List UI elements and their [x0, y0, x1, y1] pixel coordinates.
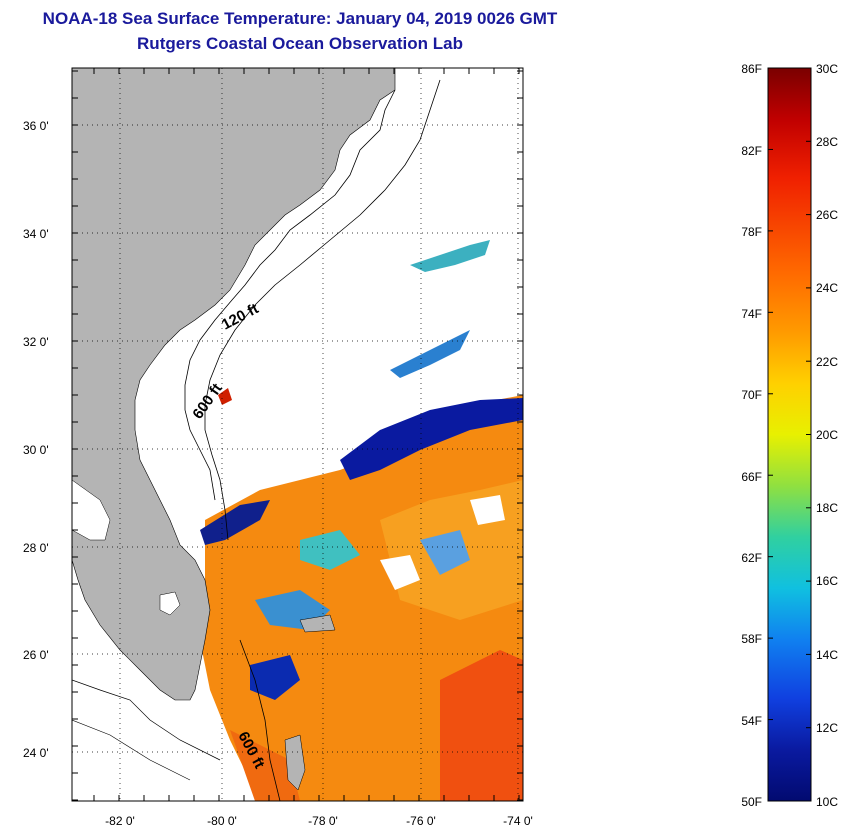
sst-cool-patch-2 [300, 530, 360, 570]
colorbar-ticks [768, 67, 811, 802]
colorbar [767, 67, 812, 802]
colorbar-f-label: 82F [741, 144, 762, 158]
axis-ticks [72, 68, 523, 801]
sst-cool-patch-3 [420, 530, 470, 575]
colorbar-c-label: 18C [816, 501, 838, 515]
lon-label: -80 0' [207, 814, 237, 828]
map-title: NOAA-18 Sea Surface Temperature: January… [42, 9, 558, 28]
colorbar-f-label: 54F [741, 714, 762, 728]
colorbar-c-label: 24C [816, 281, 838, 295]
contour-600ft [204, 79, 441, 541]
contour-keys-2 [72, 719, 191, 781]
sst-hot-region-2 [230, 730, 300, 801]
colorbar-c-label: 14C [816, 648, 838, 662]
contour-keys [72, 679, 221, 761]
sst-cold-patch-2 [250, 655, 300, 700]
colorbar-f-label: 58F [741, 632, 762, 646]
map-grid [72, 68, 523, 801]
lat-label: 28 0' [23, 541, 49, 555]
lat-label: 30 0' [23, 443, 49, 457]
lat-label: 24 0' [23, 746, 49, 760]
island-grand-bahama [299, 614, 336, 633]
lake-okeechobee [159, 591, 181, 616]
colorbar-f-label: 86F [741, 62, 762, 76]
colorbar-c-label: 20C [816, 428, 838, 442]
map-content [72, 68, 523, 801]
colorbar-c-label: 16C [816, 574, 838, 588]
lon-label: -82 0' [105, 814, 135, 828]
cloud-gap-2 [470, 495, 505, 525]
lat-label: 26 0' [23, 648, 49, 662]
contour-600ft-south [239, 639, 281, 801]
colorbar-f-label: 50F [741, 795, 762, 809]
sst-hot-region [440, 650, 523, 801]
colorbar-f-label: 62F [741, 551, 762, 565]
colorbar-c-label: 30C [816, 62, 838, 76]
colorbar-f-label: 78F [741, 225, 762, 239]
colorbar-c-label: 10C [816, 795, 838, 809]
lon-label: -74 0' [503, 814, 533, 828]
island-andros [284, 734, 306, 791]
sst-hotspot [218, 388, 232, 405]
gulf-water [72, 479, 111, 541]
colorbar-f-label: 74F [741, 307, 762, 321]
sst-north-patch [410, 240, 490, 272]
map-subtitle: Rutgers Coastal Ocean Observation Lab [137, 34, 463, 53]
lat-label: 34 0' [23, 227, 49, 241]
lat-label: 36 0' [23, 119, 49, 133]
colorbar-f-label: 66F [741, 470, 762, 484]
contour-120ft [184, 89, 396, 501]
lat-label: 32 0' [23, 335, 49, 349]
cloud-gap [380, 555, 420, 590]
colorbar-c-label: 28C [816, 135, 838, 149]
lon-label: -78 0' [308, 814, 338, 828]
colorbar-c-label: 12C [816, 721, 838, 735]
colorbar-c-label: 22C [816, 355, 838, 369]
colorbar-f-label: 70F [741, 388, 762, 402]
colorbar-c-label: 26C [816, 208, 838, 222]
land-mass-us [72, 68, 396, 701]
map-frame [71, 67, 524, 802]
lon-label: -76 0' [406, 814, 436, 828]
sst-north-patch-2 [390, 330, 470, 378]
sst-cold-patch [200, 500, 270, 545]
sst-cold-front [340, 398, 523, 480]
